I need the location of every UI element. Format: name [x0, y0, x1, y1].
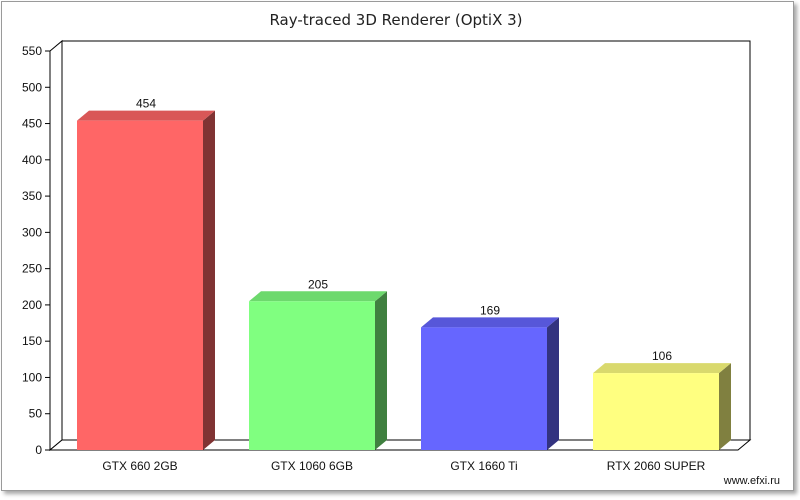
- plot-side-wall: [49, 39, 63, 452]
- bar-side: [203, 110, 215, 450]
- y-tick-label: 250: [22, 262, 42, 276]
- x-tick-label: GTX 660 2GB: [102, 459, 177, 473]
- data-label: 454: [136, 97, 156, 111]
- bar: [77, 120, 203, 450]
- y-tick-label: 300: [22, 225, 42, 239]
- bar-top: [249, 291, 387, 302]
- chart-title: Ray-traced 3D Renderer (OptiX 3): [269, 11, 522, 29]
- data-label: 106: [652, 349, 672, 363]
- bars: 454 GTX 660 2GB 205 GTX 1060 6GB 169 GTX 1660…: [77, 97, 731, 473]
- y-tick-label: 150: [22, 334, 42, 348]
- bar-side: [547, 317, 559, 450]
- x-tick-label: RTX 2060 SUPER: [607, 459, 706, 473]
- bar: [421, 327, 547, 450]
- x-tick-label: GTX 1060 6GB: [271, 459, 353, 473]
- bar: [593, 373, 719, 450]
- plot-area: 0 50 100 150 200 250 300 350 400 450 500 550: [22, 39, 752, 457]
- bar-top: [77, 110, 215, 121]
- bar-side: [719, 363, 731, 450]
- x-tick-label: GTX 1660 Ti: [450, 459, 517, 473]
- y-tick-label: 400: [22, 153, 42, 167]
- y-tick-label: 450: [22, 117, 42, 131]
- bar-top: [593, 363, 731, 374]
- bar-top: [421, 317, 559, 328]
- y-tick-label: 200: [22, 298, 42, 312]
- bar: [249, 301, 375, 450]
- bar-side: [375, 291, 387, 450]
- y-tick-label: 500: [22, 80, 42, 94]
- y-tick-label: 100: [22, 370, 42, 384]
- y-tick-label: 350: [22, 189, 42, 203]
- watermark: www.efxi.ru: [723, 475, 780, 487]
- y-tick-label: 0: [35, 443, 42, 457]
- y-tick-label: 550: [22, 44, 42, 58]
- data-label: 169: [480, 303, 500, 317]
- data-label: 205: [308, 277, 328, 291]
- y-tick-label: 50: [29, 407, 43, 421]
